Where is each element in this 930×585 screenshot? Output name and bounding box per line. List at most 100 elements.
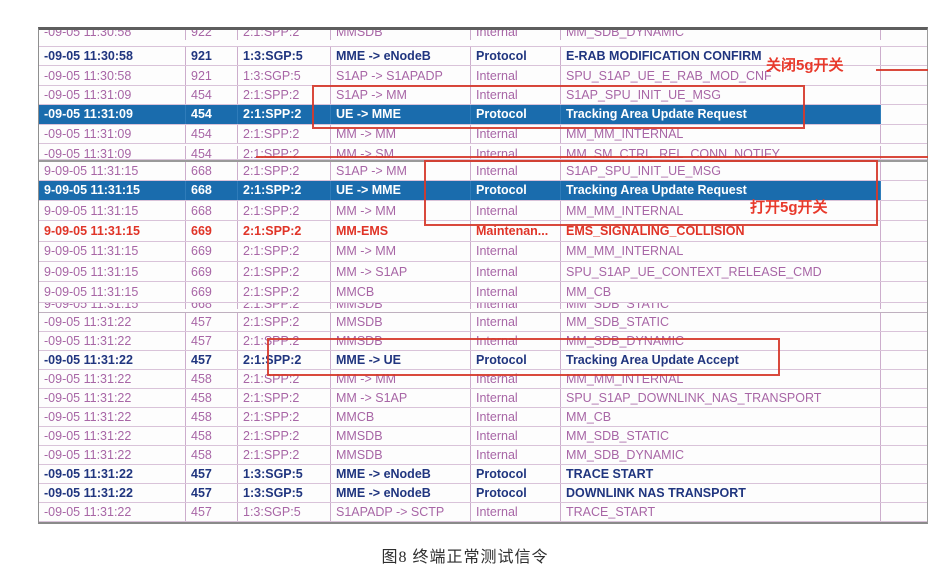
direction-cell: MM -> MM — [331, 124, 471, 143]
empty-cell — [881, 313, 927, 331]
timestamp-cell: -09-05 11:30:58 — [39, 30, 186, 40]
direction-cell: MMSDB — [331, 426, 471, 445]
trace-row[interactable]: 9-09-05 11:31:15 668 2:1:SPP:2 UE -> MME… — [39, 180, 927, 202]
message-cell: Tracking Area Update Request — [561, 105, 881, 124]
module-cell: 2:1:SPP:2 — [238, 261, 331, 282]
trace-row[interactable]: -09-05 11:31:22 458 2:1:SPP:2 MM -> MM I… — [39, 369, 927, 389]
timestamp-cell: 9-09-05 11:31:15 — [39, 162, 186, 180]
message-cell: Tracking Area Update Accept — [561, 350, 881, 369]
timestamp-cell: 9-09-05 11:31:15 — [39, 282, 186, 302]
empty-cell — [881, 503, 927, 521]
category-cell: Internal — [471, 445, 561, 464]
module-cell: 2:1:SPP:2 — [238, 282, 331, 302]
empty-cell — [881, 162, 927, 179]
sequence-cell: 668 — [186, 302, 238, 309]
direction-cell: MM -> S1AP — [331, 388, 471, 407]
empty-cell — [881, 465, 927, 483]
trace-row[interactable]: -09-05 11:31:22 457 2:1:SPP:2 MMSDB Inte… — [39, 331, 927, 351]
direction-cell: MMSDB — [331, 30, 471, 40]
trace-row[interactable]: -09-05 11:30:58 921 1:3:SGP:5 MME -> eNo… — [39, 47, 927, 67]
module-cell: 1:3:SGP:5 — [238, 483, 331, 502]
category-cell: Protocol — [471, 47, 561, 66]
message-cell: MM_SM_CTRL_REL_CONN_NOTIFY — [561, 145, 881, 160]
category-cell: Internal — [471, 124, 561, 143]
category-cell: Internal — [471, 85, 561, 105]
direction-cell: MMSDB — [331, 302, 471, 309]
trace-row[interactable]: -09-05 11:31:22 458 2:1:SPP:2 MMSDB Inte… — [39, 445, 927, 465]
empty-cell — [881, 408, 927, 426]
category-cell: Protocol — [471, 180, 561, 201]
module-cell: 2:1:SPP:2 — [238, 331, 331, 350]
empty-cell — [881, 30, 927, 40]
timestamp-cell: -09-05 11:31:22 — [39, 331, 186, 350]
timestamp-cell: -09-05 11:31:09 — [39, 105, 186, 124]
empty-cell — [881, 484, 927, 502]
module-cell: 2:1:SPP:2 — [238, 426, 331, 445]
timestamp-cell: -09-05 11:31:09 — [39, 85, 186, 105]
trace-row[interactable]: -09-05 11:31:09 454 2:1:SPP:2 S1AP -> MM… — [39, 85, 927, 106]
timestamp-cell: -09-05 11:31:22 — [39, 312, 186, 331]
trace-row[interactable]: -09-05 11:31:22 457 1:3:SGP:5 S1APADP ->… — [39, 502, 927, 522]
message-cell: MM_CB — [561, 407, 881, 426]
sequence-cell: 457 — [186, 464, 238, 483]
trace-row[interactable]: -09-05 11:31:22 458 2:1:SPP:2 MMCB Inter… — [39, 407, 927, 427]
empty-cell — [881, 262, 927, 281]
trace-row[interactable]: 9-09-05 11:31:15 669 2:1:SPP:2 MM -> MM … — [39, 241, 927, 262]
direction-cell: UE -> MME — [331, 180, 471, 201]
sequence-cell: 457 — [186, 331, 238, 350]
direction-cell: MMSDB — [331, 312, 471, 331]
category-cell: Internal — [471, 66, 561, 85]
sequence-cell: 668 — [186, 180, 238, 201]
empty-cell — [881, 146, 927, 160]
sequence-cell: 454 — [186, 105, 238, 124]
trace-row[interactable]: 9-09-05 11:31:15 669 2:1:SPP:2 MM-EMS Ma… — [39, 221, 927, 242]
sequence-cell: 458 — [186, 445, 238, 464]
module-cell: 2:1:SPP:2 — [238, 180, 331, 201]
trace-row[interactable]: -09-05 11:31:22 458 2:1:SPP:2 MMSDB Inte… — [39, 426, 927, 446]
category-cell: Internal — [471, 502, 561, 521]
sequence-cell: 669 — [186, 241, 238, 261]
direction-cell: MME -> eNodeB — [331, 47, 471, 66]
direction-cell: S1AP -> MM — [331, 85, 471, 105]
category-cell: Internal — [471, 312, 561, 331]
trace-row[interactable]: 9-09-05 11:31:15 668 2:1:SPP:2 MMSDB Int… — [39, 302, 927, 313]
trace-row[interactable]: -09-05 11:30:58 922 2:1:SPP:2 MMSDB Inte… — [39, 30, 927, 47]
module-cell: 2:1:SPP:2 — [238, 302, 331, 309]
trace-row[interactable]: -09-05 11:31:22 457 1:3:SGP:5 MME -> eNo… — [39, 464, 927, 484]
trace-row[interactable]: 9-09-05 11:31:15 669 2:1:SPP:2 MMCB Inte… — [39, 282, 927, 303]
timestamp-cell: -09-05 11:31:09 — [39, 124, 186, 143]
category-cell: Internal — [471, 331, 561, 350]
trace-row[interactable]: -09-05 11:31:09 454 2:1:SPP:2 MM -> MM I… — [39, 124, 927, 144]
module-cell: 2:1:SPP:2 — [238, 350, 331, 369]
trace-row[interactable]: -09-05 11:31:22 457 2:1:SPP:2 MMSDB Inte… — [39, 312, 927, 332]
direction-cell: UE -> MME — [331, 105, 471, 124]
direction-cell: MM -> MM — [331, 241, 471, 261]
message-cell: TRACE START — [561, 464, 881, 483]
sequence-cell: 458 — [186, 426, 238, 445]
trace-row[interactable]: -09-05 11:31:22 458 2:1:SPP:2 MM -> S1AP… — [39, 388, 927, 408]
direction-cell: MM -> S1AP — [331, 261, 471, 282]
empty-cell — [881, 389, 927, 407]
module-cell: 2:1:SPP:2 — [238, 407, 331, 426]
module-cell: 2:1:SPP:2 — [238, 445, 331, 464]
trace-row[interactable]: -09-05 11:31:09 454 2:1:SPP:2 UE -> MME … — [39, 105, 927, 125]
category-cell: Internal — [471, 388, 561, 407]
trace-row[interactable]: 9-09-05 11:31:15 668 2:1:SPP:2 MM -> MM … — [39, 201, 927, 222]
trace-row[interactable]: 9-09-05 11:31:15 669 2:1:SPP:2 MM -> S1A… — [39, 261, 927, 283]
message-cell: SPU_S1AP_UE_CONTEXT_RELEASE_CMD — [561, 261, 881, 282]
category-cell: Internal — [471, 282, 561, 302]
module-cell: 2:1:SPP:2 — [238, 241, 331, 261]
empty-cell — [881, 86, 927, 104]
timestamp-cell: -09-05 11:31:22 — [39, 502, 186, 521]
sequence-cell: 458 — [186, 407, 238, 426]
timestamp-cell: 9-09-05 11:31:15 — [39, 180, 186, 201]
message-cell: MM_SDB_DYNAMIC — [561, 331, 881, 350]
figure-caption: 图8 终端正常测试信令 — [381, 549, 549, 566]
category-cell: Maintenan... — [471, 221, 561, 241]
signaling-trace-table: -09-05 11:30:58 922 2:1:SPP:2 MMSDB Inte… — [38, 27, 928, 524]
trace-row[interactable]: -09-05 11:31:22 457 1:3:SGP:5 MME -> eNo… — [39, 483, 927, 503]
direction-cell: MME -> eNodeB — [331, 483, 471, 502]
category-cell: Protocol — [471, 350, 561, 369]
message-cell: DOWNLINK NAS TRANSPORT — [561, 483, 881, 502]
trace-row[interactable]: -09-05 11:31:22 457 2:1:SPP:2 MME -> UE … — [39, 350, 927, 370]
